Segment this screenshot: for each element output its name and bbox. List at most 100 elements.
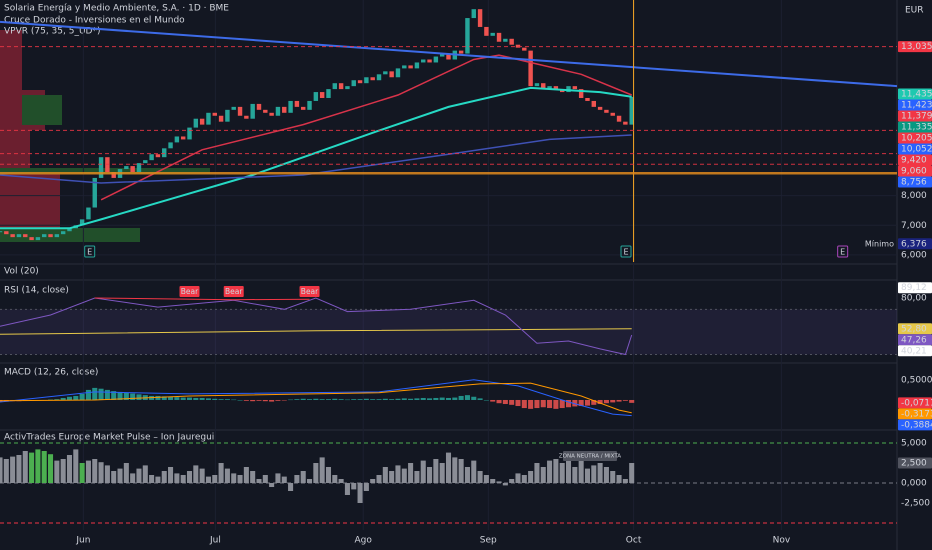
pulse-bar [111,471,117,483]
event-marker [837,245,849,258]
axis-label-bg [898,457,932,469]
macd-hist-bar [218,399,224,400]
candle [623,121,628,125]
macd-hist-bar [123,392,129,400]
macd-hist-bar [509,399,515,405]
candle [338,83,344,90]
candle [604,109,609,113]
pulse-bar [168,467,174,483]
macd-hist-bar [547,399,553,409]
macd-hist-bar [307,399,313,400]
candle [528,50,533,87]
candle [566,86,571,93]
pulse-bar [174,473,180,483]
pulse-bar [300,471,306,483]
pulse-bar [250,471,256,483]
axis-label: -2,500 [901,499,930,509]
macd-hist-bar [205,398,211,400]
macd-hist-bar [319,399,325,400]
event-label: E [840,248,845,257]
pulse-bar [540,467,546,483]
candle [86,207,91,220]
pulse-bar [41,451,47,483]
macd-hist-bar [193,397,199,400]
axis-label: 2,500 [901,459,927,469]
pulse-bar [22,451,28,483]
pulse-bar [376,475,382,483]
pulse-bar [66,455,73,483]
macd-hist-bar [313,398,319,400]
macd-hist-bar [553,399,559,409]
zone-label: ZONA NEUTRA / MIXTA [559,454,621,460]
macd-hist-bar [452,397,458,400]
candle [490,32,495,36]
candle [42,234,47,238]
pulse-bar [123,463,129,483]
candle [471,9,476,19]
candle [155,154,161,158]
macd-hist-bar [528,399,534,409]
candle [275,106,281,116]
candle [465,18,470,54]
macd-hist-bar [275,399,281,401]
candle [534,83,540,87]
macd-hist-bar [237,399,243,401]
pulse-bar [490,479,496,483]
macd-hist-bar [351,399,357,400]
pulse-bar [319,457,325,483]
candle [206,112,211,125]
candle [98,157,104,178]
panel-title: ActivTrades Europe Market Pulse – Ion Ja… [4,433,214,443]
macd-hist-bar [288,399,294,401]
candle [597,106,603,110]
pulse-bar [54,460,60,483]
axis-label: 40,21 [901,346,927,356]
pulse-bar [427,467,433,483]
pulse-bar [584,468,590,483]
candle [395,68,401,78]
candle [231,106,236,110]
candle [29,237,34,241]
candle [319,92,325,98]
indicator-label: VPVR (75, 35, 5_UD*) [4,27,100,37]
pulse-bar [528,471,534,483]
macd-hist-bar [395,398,401,400]
pulse-bar [288,483,294,491]
candle [421,59,426,63]
candle [92,177,97,208]
pulse-bar [256,479,262,483]
macd-hist-bar [256,399,262,401]
pulse-bar [313,463,319,483]
axis-label: 89,12 [901,283,927,293]
candle [136,163,142,173]
vp-block [0,228,140,242]
macd-hist-bar [464,395,470,400]
pulse-bar [591,465,597,483]
macd-hist-bar [186,397,193,400]
candle [427,59,432,63]
macd-hist-bar [578,399,584,407]
moving-average [0,134,632,184]
macd-hist-bar [363,398,369,400]
macd-hist-bar [622,399,628,401]
candle [54,234,60,238]
axis-label: 7,000 [901,221,927,231]
axis-label-bg [898,408,932,420]
macd-hist-bar [269,399,275,402]
axis-label-bg [898,165,932,177]
pulse-bar [464,467,470,483]
macd-hist-bar [439,397,445,400]
axis-label-bg [898,176,932,188]
pulse-bar [149,475,155,483]
event-marker [620,245,632,258]
macd-hist-bar [603,399,609,404]
candle [60,231,66,235]
axis-label-bg [898,132,932,144]
candle [225,109,230,122]
candle [522,47,527,51]
pulse-bar [616,475,622,483]
pulse-bar [104,465,110,483]
axis-label-bg [898,397,932,409]
macd-hist-bar [616,399,622,402]
